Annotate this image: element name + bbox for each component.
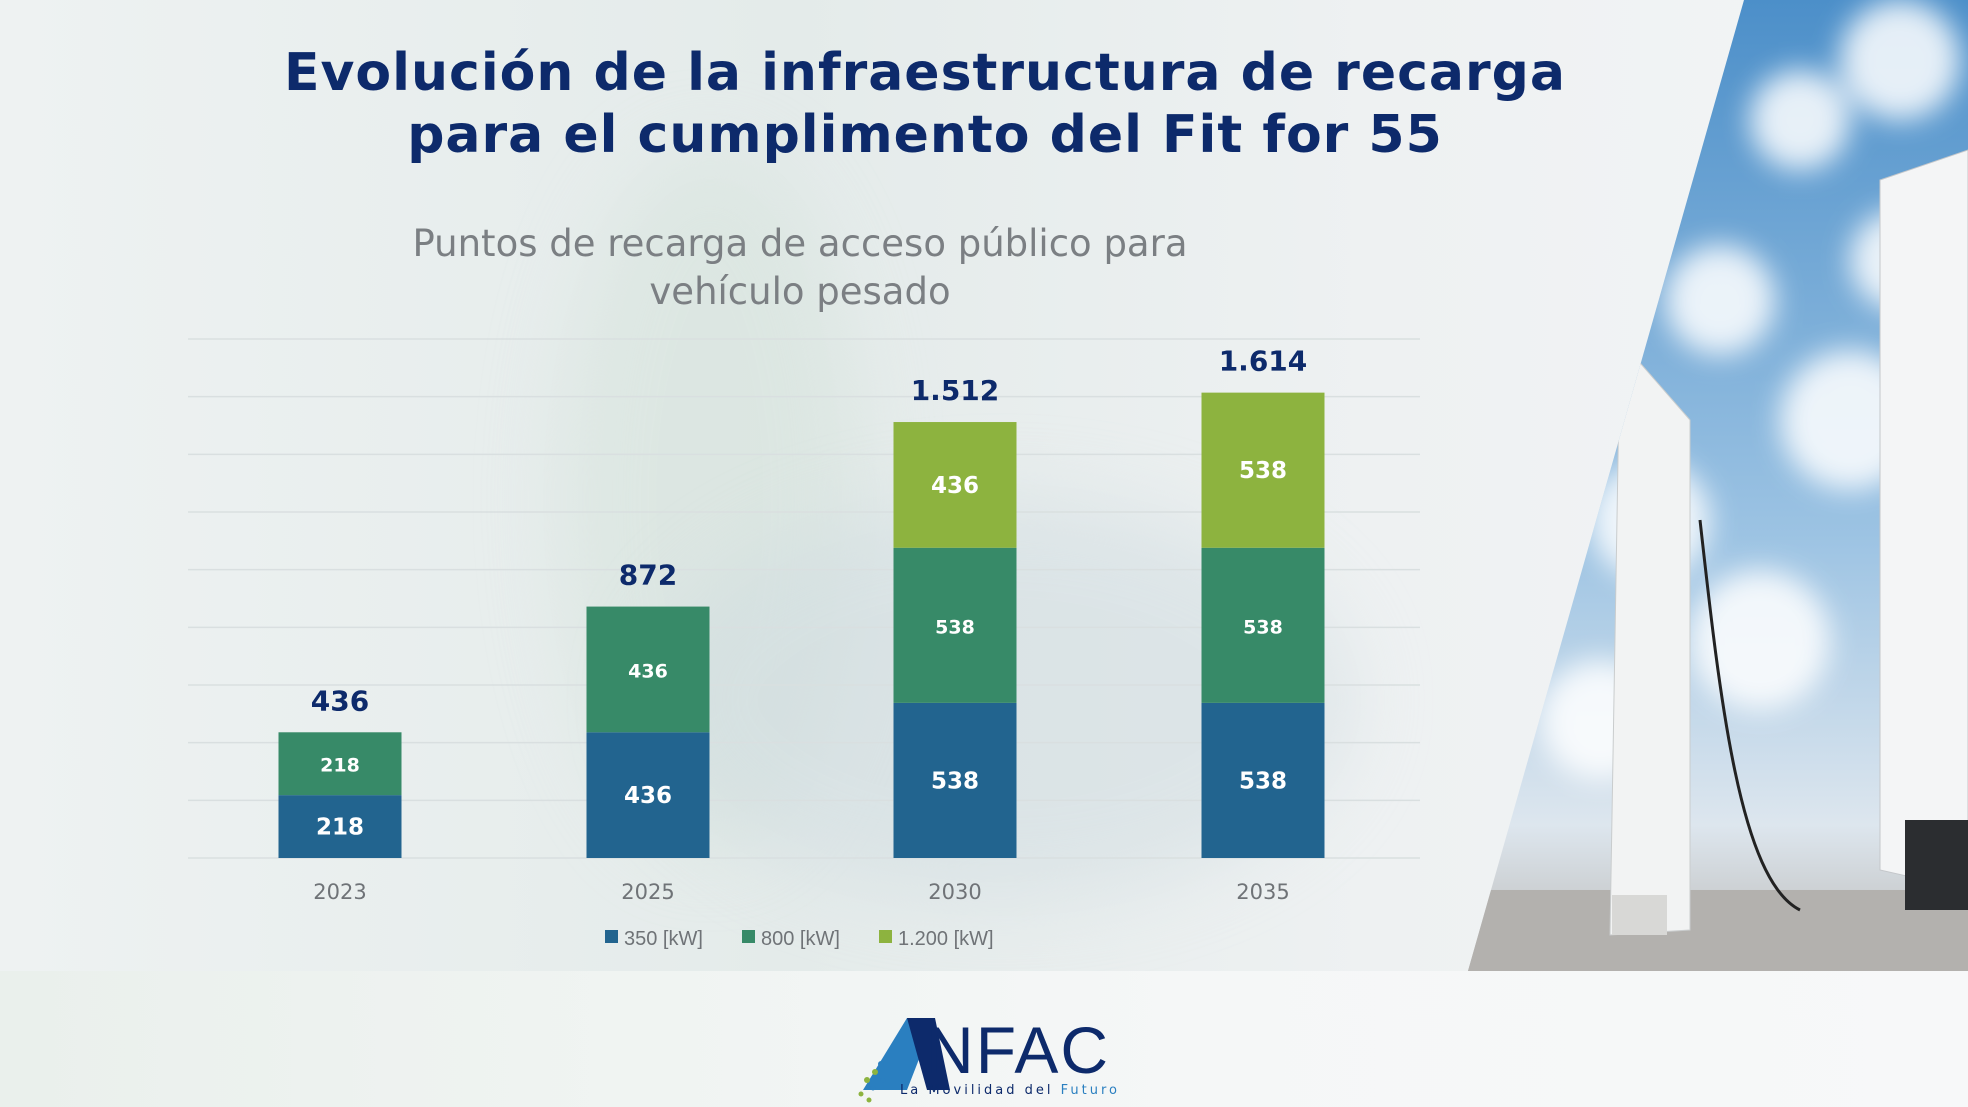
- total-label: 436: [311, 684, 369, 717]
- x-tick-label: 2035: [1236, 880, 1289, 904]
- x-tick-label: 2030: [928, 880, 981, 904]
- bar-segment: [893, 702, 1017, 858]
- segment-label: 436: [931, 473, 979, 499]
- bar-segment: [1201, 392, 1325, 548]
- segment-label: 538: [935, 616, 975, 638]
- logo-tagline: La Movilidad del Futuro: [900, 1083, 1120, 1098]
- bar-segment: [586, 606, 710, 733]
- segment-label: 218: [316, 815, 364, 841]
- total-label: 872: [619, 559, 677, 592]
- tagline-text: La Movilidad del: [900, 1083, 1061, 1098]
- x-tick-label: 2023: [313, 880, 366, 904]
- segment-label: 436: [628, 660, 668, 682]
- bar-segment: [278, 732, 402, 796]
- chart-title: Puntos de recarga de acceso público para…: [300, 220, 1300, 316]
- segment-label: 538: [931, 768, 979, 794]
- legend-swatch: [742, 930, 755, 943]
- legend-label: 350 [kW]: [624, 928, 703, 950]
- bar-segment: [893, 422, 1017, 548]
- title-line-1: Evolución de la infraestructura de recar…: [284, 43, 1566, 103]
- total-label: 1.512: [911, 374, 1000, 407]
- tagline-accent: Futuro: [1060, 1083, 1120, 1098]
- chart-title-line-1: Puntos de recarga de acceso público para: [412, 222, 1188, 265]
- page-title: Evolución de la infraestructura de recar…: [0, 42, 1850, 166]
- logo-wordmark: ANFAC: [926, 1013, 1111, 1087]
- total-label: 1.614: [1219, 345, 1308, 378]
- stacked-bar-chart: 218 218 436 2023 436 436 872 2025 538 538 436 1.512…: [188, 338, 1420, 950]
- bar-segment: [1201, 702, 1325, 858]
- segment-label: 218: [320, 755, 360, 777]
- x-tick-label: 2025: [621, 880, 674, 904]
- legend-swatch: [605, 930, 618, 943]
- legend-label: 800 [kW]: [761, 928, 840, 950]
- footer-band: [0, 971, 1968, 1107]
- bar-segment: [278, 795, 402, 858]
- bar-segment: [893, 547, 1017, 703]
- legend-swatch: [879, 930, 892, 943]
- legend-label: 1.200 [kW]: [898, 928, 994, 950]
- bar-segment: [586, 732, 710, 858]
- title-line-2: para el cumplimento del Fit for 55: [407, 105, 1443, 165]
- chart-title-line-2: vehículo pesado: [649, 270, 951, 313]
- segment-label: 436: [624, 783, 672, 809]
- anfac-logo-icon: [858, 1018, 950, 1103]
- segment-label: 538: [1239, 768, 1287, 794]
- bar-segment: [1201, 547, 1325, 703]
- segment-label: 538: [1243, 616, 1283, 638]
- segment-label: 538: [1239, 458, 1287, 484]
